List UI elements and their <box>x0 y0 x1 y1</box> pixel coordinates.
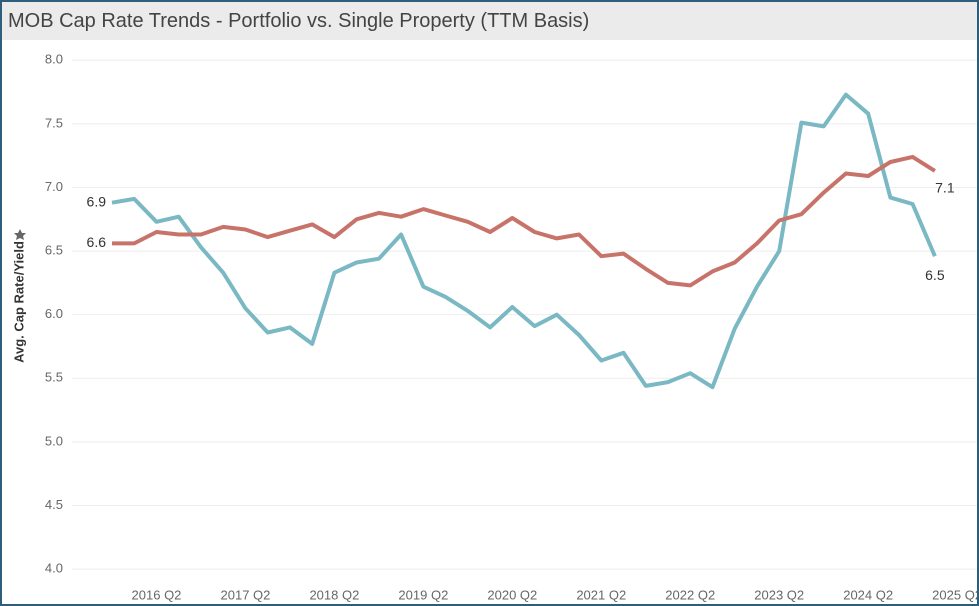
y-tick-label: 5.5 <box>45 370 63 385</box>
y-axis-label: Avg. Cap Rate/Yield <box>11 241 26 363</box>
y-tick-label: 4.5 <box>45 497 63 512</box>
y-tick-label: 7.5 <box>45 115 63 130</box>
y-tick-label: 6.5 <box>45 243 63 258</box>
data-label: 7.1 <box>935 180 955 196</box>
y-tick-label: 6.0 <box>45 306 63 321</box>
data-label: 6.9 <box>87 193 107 209</box>
x-tick-label: 2025 Q2 <box>932 587 977 602</box>
x-tick-label: 2020 Q2 <box>487 587 537 602</box>
data-label: 6.5 <box>925 267 945 283</box>
data-label: 6.6 <box>87 234 107 250</box>
x-tick-label: 2017 Q2 <box>221 587 271 602</box>
y-tick-label: 8.0 <box>45 52 63 67</box>
x-tick-label: 2022 Q2 <box>665 587 715 602</box>
sort-icon <box>14 229 26 240</box>
x-tick-label: 2016 Q2 <box>132 587 182 602</box>
chart-title: MOB Cap Rate Trends - Portfolio vs. Sing… <box>8 10 590 32</box>
x-tick-label: 2021 Q2 <box>576 587 626 602</box>
y-tick-label: 5.0 <box>45 433 63 448</box>
x-tick-label: 2024 Q2 <box>843 587 893 602</box>
x-tick-label: 2019 Q2 <box>398 587 448 602</box>
x-tick-label: 2018 Q2 <box>309 587 359 602</box>
y-tick-label: 4.0 <box>45 561 63 576</box>
x-tick-label: 2023 Q2 <box>754 587 804 602</box>
series-line <box>111 92 937 390</box>
title-bar: MOB Cap Rate Trends - Portfolio vs. Sing… <box>2 2 977 40</box>
series-line <box>112 154 936 288</box>
y-tick-label: 7.0 <box>45 179 63 194</box>
